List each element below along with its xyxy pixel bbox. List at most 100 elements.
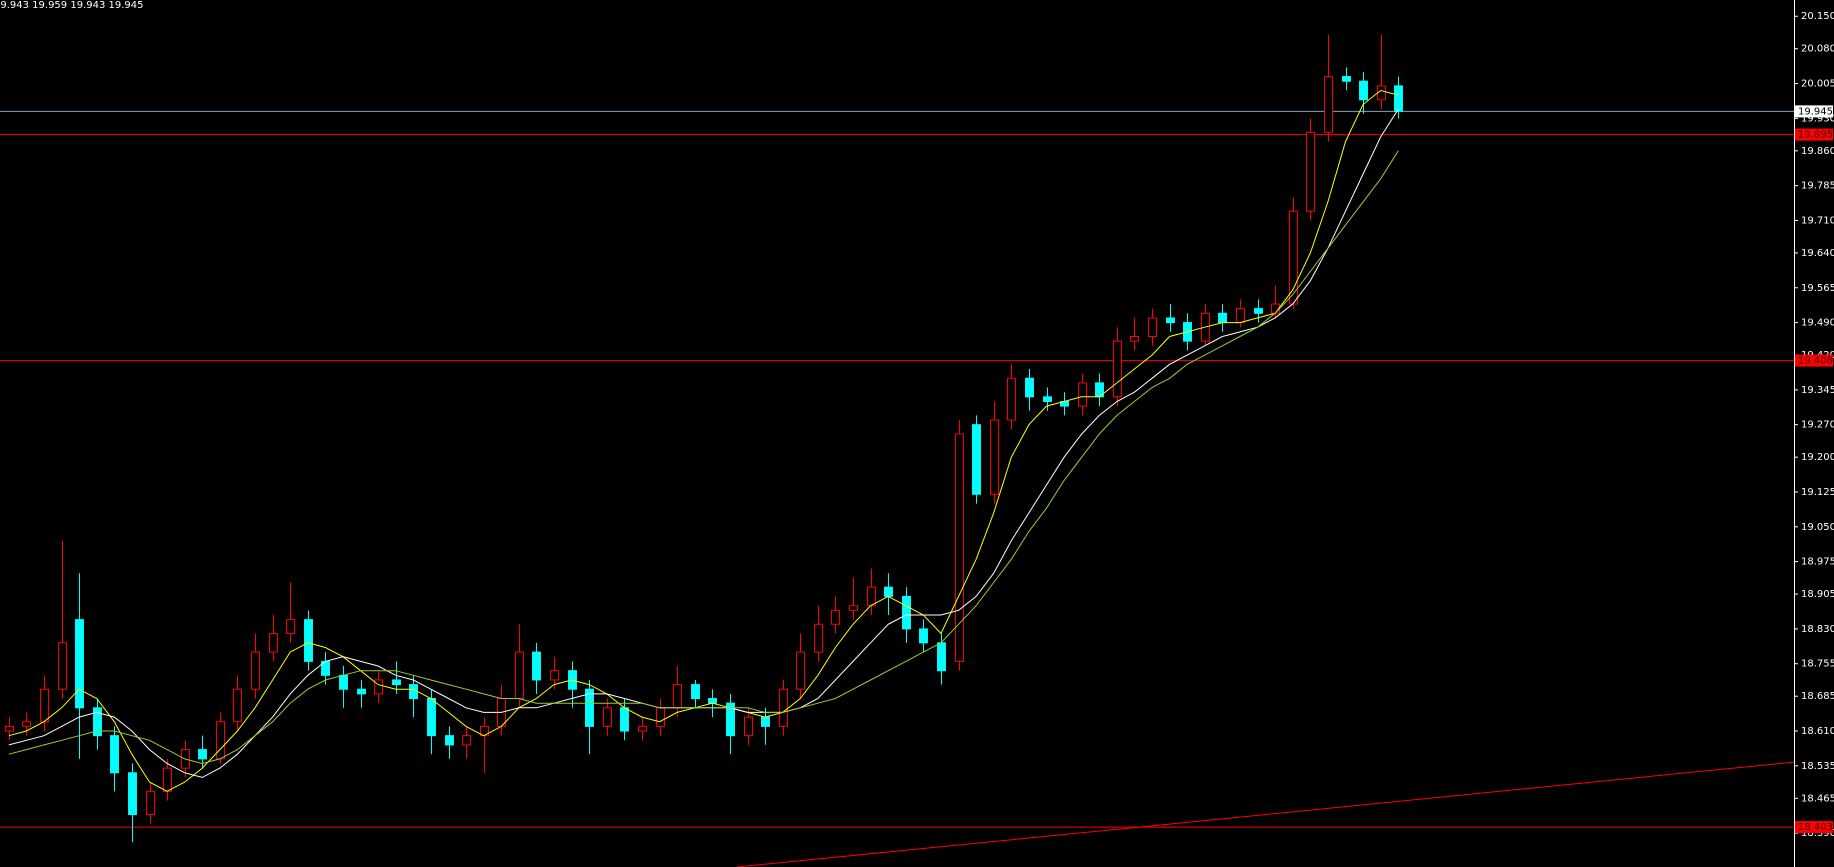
candle-body [286,619,295,635]
candle-body [128,772,137,816]
candle-body [796,651,805,690]
candle-body [831,609,840,625]
candle-body [1025,377,1034,398]
y-tick-label: 18.975 [1801,557,1834,568]
candle-body [110,735,119,774]
y-tick-label: 18.535 [1801,761,1834,772]
y-tick-label: 18.905 [1801,589,1834,600]
candle-body [233,688,242,723]
candle-body [990,419,999,495]
candle-body [532,651,541,681]
price-level-label: 18.403 [1798,822,1833,833]
candle-body [1148,317,1157,337]
candle-body [1342,76,1351,82]
candle-body [937,642,946,672]
candle-body [761,716,770,727]
candle-body [849,605,858,611]
y-tick-label: 19.345 [1801,385,1834,396]
candle-body [867,586,876,607]
y-tick-label: 18.685 [1801,691,1834,702]
y-tick-label: 18.390 [1801,828,1834,839]
trend-line [736,761,1795,867]
y-tick-label: 19.565 [1801,283,1834,294]
candle-body [198,749,207,760]
candle-body [638,725,647,732]
candle-body [814,623,823,653]
candle-body [75,619,84,709]
y-tick-label: 19.785 [1801,181,1834,192]
price-level-tag [1795,128,1833,141]
candle-body [40,688,49,723]
y-tick-label: 18.755 [1801,659,1834,670]
candle-body [1254,308,1263,314]
candle-body [744,716,753,737]
candle-body [146,790,155,816]
quote-header: 19.943 19.959 19.943 19.945 [0,0,144,11]
candle-body [304,619,313,662]
y-tick-label: 18.830 [1801,624,1834,635]
candle-body [216,721,225,760]
price-level-label: 19.408 [1798,356,1833,367]
candle-body [972,424,981,495]
y-tick-label: 19.490 [1801,318,1834,329]
average-line [8,150,1399,765]
y-tick-label: 18.465 [1801,793,1834,804]
candle-body [409,684,418,700]
y-tick-label: 19.200 [1801,452,1834,463]
candle-body [462,735,471,746]
candle-body [673,684,682,709]
candle-body [1289,210,1298,305]
candle-body [339,674,348,690]
y-tick-label: 19.270 [1801,420,1834,431]
candle-body [779,688,788,727]
candle-body [1043,396,1052,402]
candle-body [708,698,717,704]
candle-body [374,679,383,695]
candle-body [93,707,102,737]
price-level-label: 19.945 [1798,106,1833,117]
candle-body [656,707,665,727]
candle-body [1236,308,1245,324]
candle-body [1166,317,1175,324]
candle-body [1306,131,1315,212]
candle-body [269,633,278,653]
candle-body [884,586,893,597]
candle-body [1359,80,1368,101]
y-tick-label: 20.005 [1801,79,1834,90]
candle-body [1113,340,1122,398]
candle-body [1130,335,1139,342]
candle-body [515,651,524,700]
candle-body [1377,85,1386,101]
candle-body [427,698,436,737]
candle-body [392,679,401,686]
y-tick-label: 20.080 [1801,44,1834,55]
candle-body [1324,76,1333,133]
candle-body [251,651,260,690]
candle-body [902,595,911,630]
y-tick-label: 18.610 [1801,726,1834,737]
y-tick-label: 20.150 [1801,11,1834,22]
candle-body [58,642,67,690]
y-tick-label: 19.930 [1801,113,1834,124]
candle-body [603,707,612,727]
price-level-label: 19.895 [1798,130,1833,141]
y-tick-label: 19.710 [1801,215,1834,226]
candle-body [1394,85,1403,112]
candle-body [691,684,700,700]
candle-body [550,670,559,681]
candle-body [919,628,928,644]
candle-body [726,702,735,737]
price-level-tag [1795,354,1833,367]
candle-body [1218,312,1227,324]
candle-body [445,735,454,746]
candle-body [163,767,172,792]
y-tick-label: 19.640 [1801,248,1834,259]
candle-body [1078,382,1087,407]
candle-body [1007,377,1016,421]
price-level-tag [1795,821,1833,834]
candle-body [357,688,366,695]
candle-body [22,721,31,727]
y-tick-label: 19.125 [1801,487,1834,498]
